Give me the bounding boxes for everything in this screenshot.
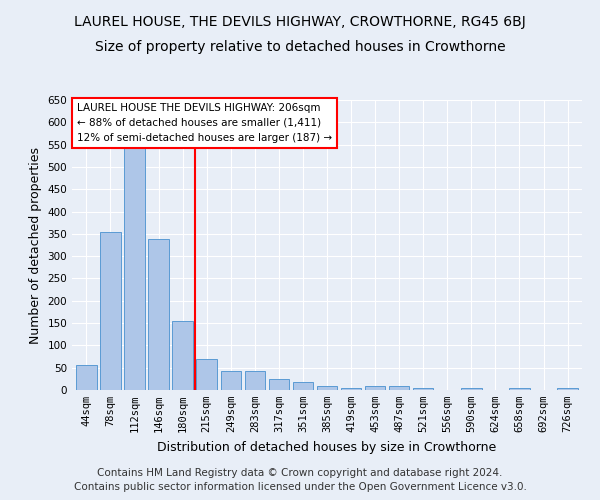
Bar [413, 388, 433, 390]
Text: LAUREL HOUSE, THE DEVILS HIGHWAY, CROWTHORNE, RG45 6BJ: LAUREL HOUSE, THE DEVILS HIGHWAY, CROWTH… [74, 15, 526, 29]
Bar [124, 148, 145, 390]
Bar [365, 386, 385, 390]
X-axis label: Distribution of detached houses by size in Crowthorne: Distribution of detached houses by size … [157, 440, 497, 454]
Bar [509, 388, 530, 390]
Bar [389, 386, 409, 390]
Text: Contains HM Land Registry data © Crown copyright and database right 2024.: Contains HM Land Registry data © Crown c… [97, 468, 503, 477]
Bar [557, 388, 578, 390]
Bar [221, 372, 241, 390]
Y-axis label: Number of detached properties: Number of detached properties [29, 146, 42, 344]
Bar [100, 232, 121, 390]
Text: Contains public sector information licensed under the Open Government Licence v3: Contains public sector information licen… [74, 482, 526, 492]
Bar [269, 379, 289, 390]
Bar [461, 388, 482, 390]
Bar [341, 388, 361, 390]
Bar [293, 382, 313, 390]
Bar [317, 386, 337, 390]
Bar [172, 321, 193, 390]
Text: LAUREL HOUSE THE DEVILS HIGHWAY: 206sqm
← 88% of detached houses are smaller (1,: LAUREL HOUSE THE DEVILS HIGHWAY: 206sqm … [77, 103, 332, 142]
Text: Size of property relative to detached houses in Crowthorne: Size of property relative to detached ho… [95, 40, 505, 54]
Bar [76, 364, 97, 390]
Bar [245, 372, 265, 390]
Bar [196, 359, 217, 390]
Bar [148, 239, 169, 390]
